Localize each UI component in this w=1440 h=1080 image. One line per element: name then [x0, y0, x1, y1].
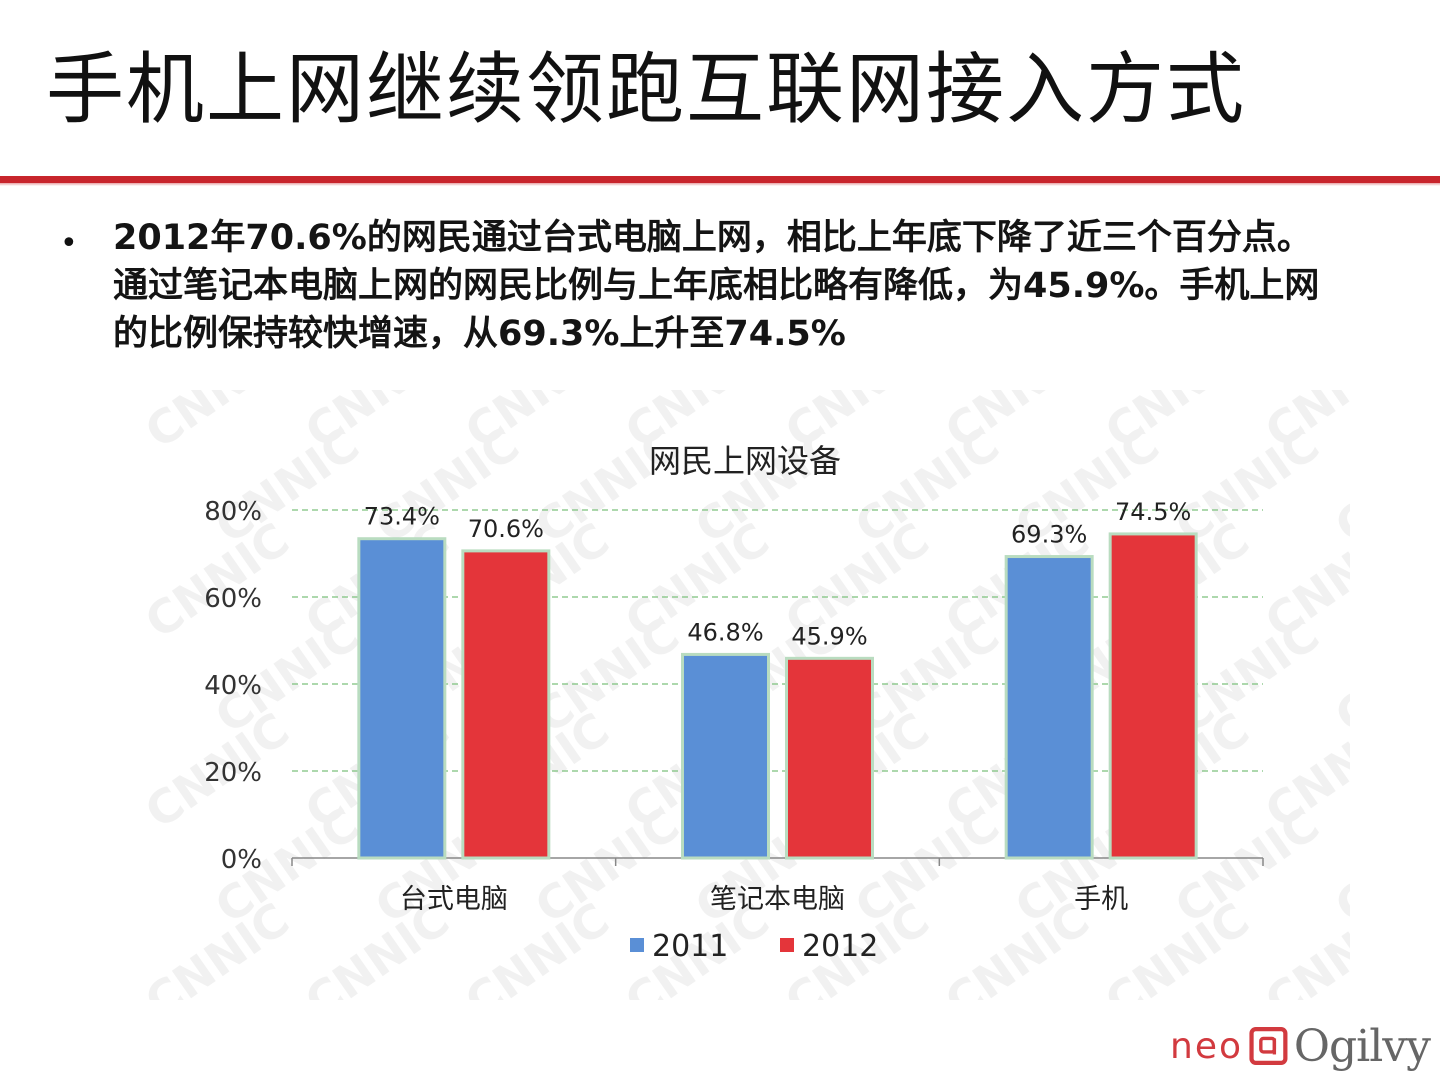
bar — [1108, 532, 1198, 860]
bar — [357, 537, 447, 860]
data-label: 73.4% — [364, 503, 440, 531]
title-divider — [0, 176, 1440, 183]
watermark-text: CNNIC — [845, 417, 1008, 554]
watermark-text: CNNIC — [1325, 417, 1350, 554]
y-tick-label: 80% — [204, 497, 262, 527]
watermark-text: CNNIC — [1325, 607, 1350, 744]
data-label: 46.8% — [687, 618, 763, 646]
legend-label: 2012 — [802, 929, 878, 964]
chart-title: 网民上网设备 — [649, 442, 841, 480]
slide-title: 手机上网继续领跑互联网接入方式 — [46, 45, 1247, 135]
legend: 2011 2012 — [630, 929, 878, 964]
data-label: 45.9% — [791, 622, 867, 650]
bar — [681, 652, 770, 860]
category-label: 台式电脑 — [400, 884, 508, 915]
watermark-text: CNNIC — [525, 417, 688, 554]
bar — [461, 549, 551, 860]
bar — [1004, 555, 1094, 860]
y-tick-label: 0% — [221, 845, 262, 875]
at-sign-icon — [1249, 1026, 1288, 1066]
bars — [357, 532, 1198, 860]
neo-ogilvy-logo: neo Ogilvy — [1170, 1018, 1431, 1074]
watermark-text: CNNIC — [685, 417, 848, 554]
y-tick-label: 60% — [204, 584, 262, 614]
data-label: 69.3% — [1011, 521, 1087, 549]
legend-label: 2011 — [652, 929, 728, 964]
title-divider-shadow — [0, 183, 1440, 186]
watermark-text: CNNIC — [140, 512, 299, 649]
data-label: 74.5% — [1115, 498, 1191, 526]
chart-canvas: CNNICCNNICCNNICCNNICCNNICCNNICCNNICCNNIC… — [140, 390, 1350, 1000]
logo-neo-text: neo — [1170, 1025, 1243, 1067]
watermark-text: CNNIC — [1325, 797, 1350, 934]
bar — [785, 656, 874, 860]
watermark-text: CNNIC — [140, 390, 299, 459]
data-label: 70.6% — [468, 515, 544, 543]
logo-ogilvy-text: Ogilvy — [1293, 1020, 1431, 1072]
bullet-marker: • — [60, 226, 78, 261]
y-tick-label: 20% — [204, 758, 262, 788]
category-label: 手机 — [1074, 884, 1128, 915]
y-tick-label: 40% — [204, 671, 262, 701]
watermark-text: CNNIC — [205, 417, 368, 554]
bullet-text: 2012年70.6%的网民通过台式电脑上网，相比上年底下降了近三个百分点。通过笔… — [113, 218, 1320, 354]
axes — [291, 857, 1264, 866]
legend-swatch — [780, 938, 794, 952]
labels: 网民上网设备 0% 20% 40% 60% 80% 73.4% 70.6% 台式电脑 46.8% 4… — [204, 442, 1191, 915]
bar-chart: CNNIC CNNIC CNNIC CNNIC CNNIC CNNIC CNNIC CNNIC… — [140, 390, 1350, 1000]
legend-swatch — [630, 938, 644, 952]
watermark-text: CNNIC — [1255, 892, 1350, 1000]
category-label: 笔记本电脑 — [710, 884, 845, 915]
gridlines — [292, 509, 1263, 772]
